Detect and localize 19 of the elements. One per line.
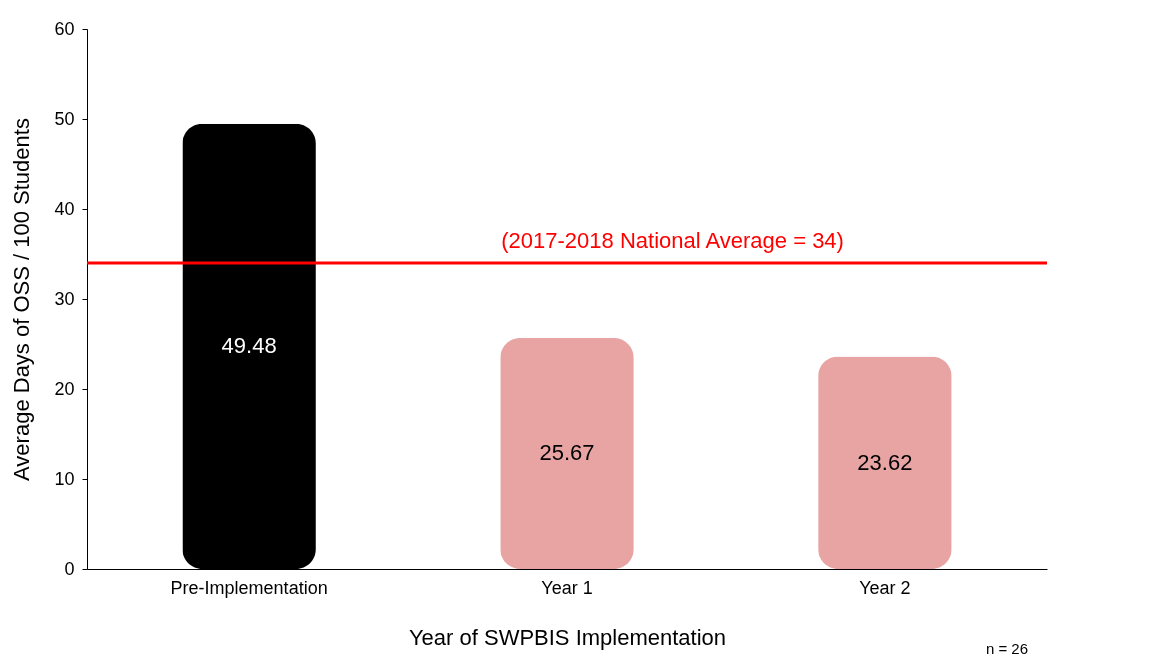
x-tick-label: Pre-Implementation (170, 577, 328, 598)
ref-line-label: (2017-2018 National Average = 34) (501, 228, 844, 253)
x-tick-label: Year 2 (859, 577, 911, 598)
y-tick-label: 20 (54, 378, 75, 399)
y-tick-label: 30 (54, 288, 75, 309)
y-tick-label: 10 (54, 468, 75, 489)
x-axis-title: Year of SWPBIS Implementation (408, 624, 727, 650)
data-label: 23.62 (857, 449, 913, 475)
bar (818, 356, 952, 569)
y-tick-label: 50 (54, 108, 75, 129)
y-axis-title: Average Days of OSS / 100 Students (9, 118, 35, 481)
data-label: 49.48 (221, 333, 277, 359)
text: n = 26 (985, 640, 1029, 657)
bar (500, 337, 634, 569)
x-tick-label: Year 1 (541, 577, 593, 598)
data-label: 25.67 (539, 440, 595, 466)
y-tick-label: 40 (54, 198, 75, 219)
y-tick-label: 60 (54, 18, 75, 39)
y-tick-label: 0 (64, 558, 75, 579)
